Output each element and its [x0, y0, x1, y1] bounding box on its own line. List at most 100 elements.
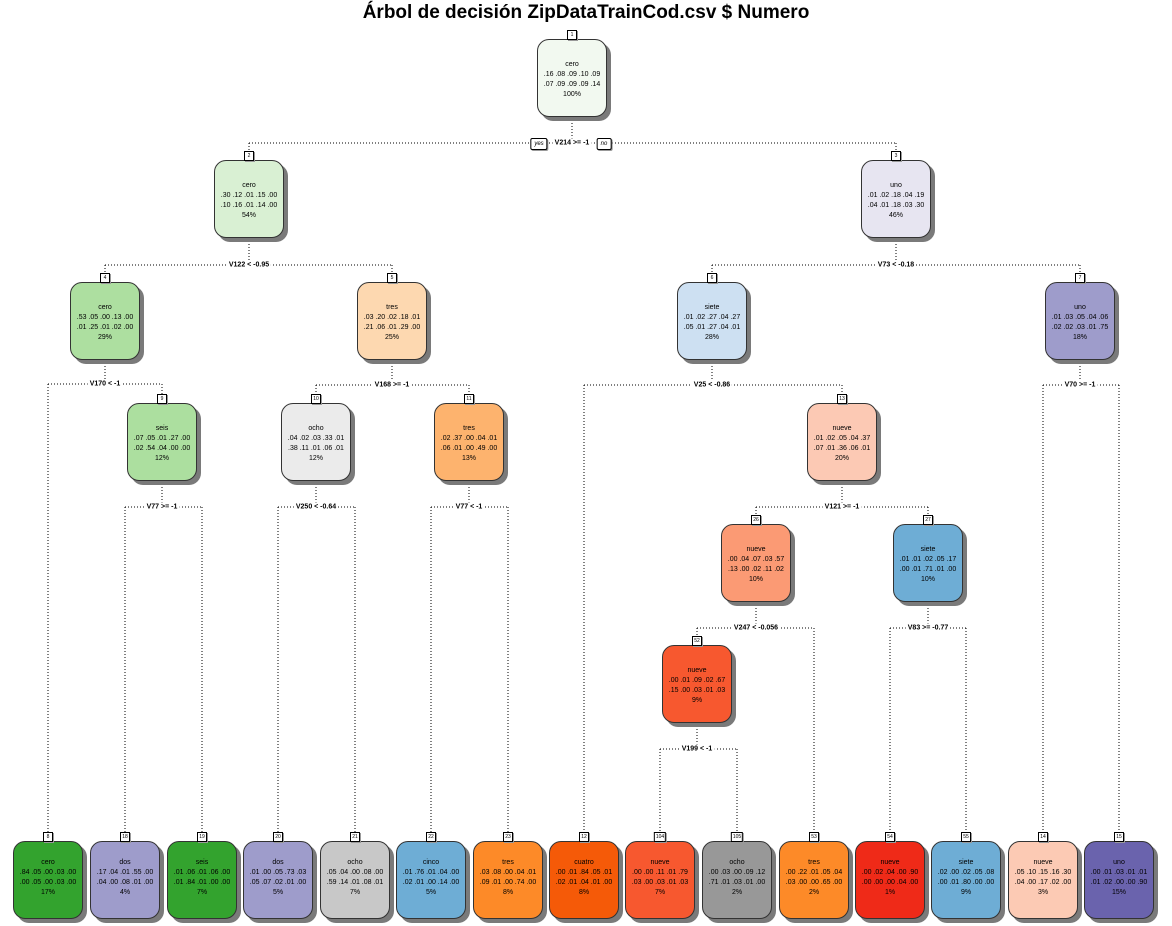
- node-percent: 28%: [704, 334, 719, 341]
- node-number-14: 14: [1038, 832, 1048, 842]
- node-class: nueve: [1033, 859, 1053, 866]
- node-percent: 3%: [1037, 889, 1049, 896]
- node-class: nueve: [832, 425, 852, 432]
- node-number-8: 8: [43, 832, 53, 842]
- node-number-5: 5: [387, 273, 397, 283]
- node-percent: 1%: [884, 889, 896, 896]
- node-11: tres .02 .37 .00 .04 .01 .06 .01 .00 .49 .…: [434, 403, 504, 481]
- node-number-2: 2: [244, 151, 254, 161]
- split-label-10: V250 < -0.64: [293, 502, 339, 512]
- node-probs-row2: .02 .01 .00 .14 .00: [402, 879, 460, 886]
- node-number-1: 1: [567, 30, 577, 40]
- node-number-27: 27: [923, 515, 933, 525]
- node-number-22: 22: [426, 832, 436, 842]
- node-probs-row1: .00 .00 .11 .01 .79: [632, 869, 688, 876]
- node-probs-row2: .07 .09 .09 .09 .14: [543, 81, 601, 88]
- node-probs-row2: .04 .01 .18 .03 .30: [867, 202, 925, 209]
- node-1: cero .16 .08 .09 .10 .09 .07 .09 .09 .09 .…: [537, 39, 607, 117]
- node-percent: 12%: [308, 455, 323, 462]
- node-percent: 7%: [349, 889, 361, 896]
- split-label-4: V170 < -1: [87, 379, 123, 389]
- node-class: cero: [98, 304, 112, 311]
- node-probs-row1: .00 .01 .03 .01 .01: [1090, 869, 1148, 876]
- node-percent: 9%: [691, 697, 703, 704]
- node-probs-row2: .05 .01 .27 .04 .01: [683, 324, 741, 331]
- node-class: tres: [463, 425, 475, 432]
- node-class: cero: [242, 182, 256, 189]
- node-6: siete .01 .02 .27 .04 .27 .05 .01 .27 .04 …: [677, 282, 747, 360]
- node-12: cuatro .00 .01 .84 .05 .01 .02 .01 .04 .01…: [549, 841, 619, 919]
- no-tag: no: [596, 138, 612, 150]
- node-number-13: 13: [837, 394, 847, 404]
- node-55: siete .02 .00 .02 .05 .08 .00 .01 .80 .00 …: [931, 841, 1001, 919]
- node-probs-row2: .02 .01 .04 .01 .00: [555, 879, 613, 886]
- node-probs-row2: .02 .54 .04 .00 .00: [133, 445, 191, 452]
- node-number-18: 18: [120, 832, 130, 842]
- split-label-7: V70 >= -1: [1062, 380, 1098, 390]
- node-percent: 25%: [384, 334, 399, 341]
- node-7: uno .01 .03 .05 .04 .06 .02 .02 .03 .01 .7…: [1045, 282, 1115, 360]
- node-percent: 7%: [654, 889, 666, 896]
- node-class: cero: [565, 61, 579, 68]
- node-probs-row1: .16 .08 .09 .10 .09: [543, 71, 601, 78]
- node-probs-row1: .03 .08 .00 .04 .01: [479, 869, 537, 876]
- node-52: nueve .00 .01 .09 .02 .67 .15 .00 .03 .01 …: [662, 645, 732, 723]
- node-probs-row2: .04 .00 .08 .01 .00: [96, 879, 154, 886]
- split-label-6: V25 < -0.86: [691, 380, 733, 390]
- split-label-27: V83 >= -0.77: [905, 623, 951, 633]
- node-number-4: 4: [100, 273, 110, 283]
- node-probs-row1: .01 .06 .01 .06 .00: [173, 869, 231, 876]
- node-15: uno .00 .01 .03 .01 .01 .01 .02 .00 .00 .9…: [1084, 841, 1154, 919]
- node-23: tres .03 .08 .00 .04 .01 .09 .01 .00 .74 .…: [473, 841, 543, 919]
- node-number-20: 20: [273, 832, 283, 842]
- node-probs-row1: .01 .03 .05 .04 .06: [1051, 314, 1109, 321]
- node-probs-row1: .07 .05 .01 .27 .00: [133, 435, 191, 442]
- split-label-26: V247 < -0.056: [731, 623, 781, 633]
- node-18: dos .17 .04 .01 .55 .00 .04 .00 .08 .01 .0…: [90, 841, 160, 919]
- node-5: tres .03 .20 .02 .18 .01 .21 .06 .01 .29 .…: [357, 282, 427, 360]
- node-53: tres .00 .22 .01 .05 .04 .03 .00 .00 .65 .…: [779, 841, 849, 919]
- node-class: nueve: [650, 859, 670, 866]
- split-label-1: V214 >= -1: [552, 138, 592, 148]
- node-percent: 7%: [196, 889, 208, 896]
- node-class: cinco: [422, 859, 440, 866]
- node-probs-row1: .84 .05 .00 .03 .00: [19, 869, 77, 876]
- node-10: ocho .04 .02 .03 .33 .01 .38 .11 .01 .06 .…: [281, 403, 351, 481]
- node-percent: 2%: [731, 889, 743, 896]
- node-number-52: 52: [692, 636, 702, 646]
- node-probs-row1: .00 .03 .00 .09 .12: [708, 869, 766, 876]
- node-probs-row1: .05 .04 .00 .08 .00: [326, 869, 384, 876]
- node-26: nueve .00 .04 .07 .03 .57 .13 .00 .02 .11 …: [721, 524, 791, 602]
- node-class: uno: [1113, 859, 1125, 866]
- node-class: dos: [119, 859, 131, 866]
- node-class: nueve: [880, 859, 900, 866]
- node-class: siete: [958, 859, 974, 866]
- node-probs-row2: .00 .05 .00 .03 .00: [19, 879, 77, 886]
- node-probs-row1: .00 .04 .07 .03 .57: [727, 556, 785, 563]
- node-probs-row2: .09 .01 .00 .74 .00: [479, 879, 537, 886]
- node-percent: 20%: [834, 455, 849, 462]
- node-percent: 5%: [425, 889, 437, 896]
- node-probs-row1: .17 .04 .01 .55 .00: [96, 869, 154, 876]
- node-probs-row2: .03 .00 .03 .01 .03: [631, 879, 689, 886]
- node-probs-row2: .38 .11 .01 .06 .01: [288, 445, 344, 452]
- node-percent: 5%: [272, 889, 284, 896]
- node-probs-row1: .01 .01 .02 .05 .17: [899, 556, 957, 563]
- node-number-21: 21: [350, 832, 360, 842]
- node-class: seis: [155, 425, 169, 432]
- node-probs-row1: .00 .01 .84 .05 .01: [555, 869, 613, 876]
- node-class: nueve: [687, 667, 707, 674]
- node-probs-row1: .02 .37 .00 .04 .01: [440, 435, 498, 442]
- node-20: dos .01 .00 .05 .73 .03 .05 .07 .02 .01 .0…: [243, 841, 313, 919]
- node-probs-row1: .01 .00 .05 .73 .03: [249, 869, 307, 876]
- node-105: ocho .00 .03 .00 .09 .12 .71 .01 .03 .01 .…: [702, 841, 772, 919]
- node-number-10: 10: [311, 394, 321, 404]
- node-percent: 18%: [1072, 334, 1087, 341]
- node-percent: 4%: [119, 889, 131, 896]
- node-percent: 8%: [578, 889, 590, 896]
- split-label-9: V77 >= -1: [144, 502, 180, 512]
- node-probs-row2: .15 .00 .03 .01 .03: [668, 687, 726, 694]
- node-class: uno: [1074, 304, 1086, 311]
- chart-title: Árbol de decisión ZipDataTrainCod.csv $ …: [362, 2, 810, 23]
